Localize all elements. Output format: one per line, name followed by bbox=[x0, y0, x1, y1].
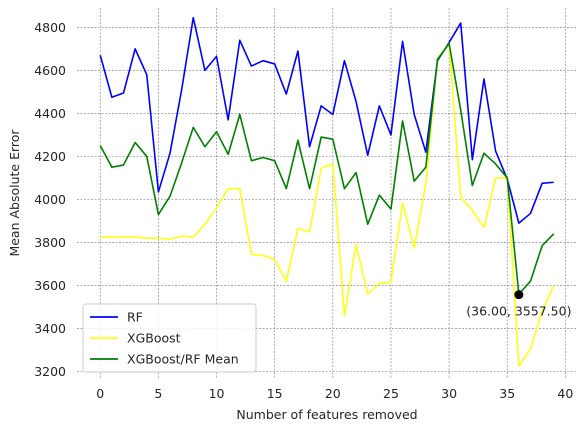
y-tick-label: 3400 bbox=[34, 321, 66, 336]
series-line-0 bbox=[99, 16, 554, 224]
y-tick-label: 4800 bbox=[34, 20, 66, 35]
legend-box bbox=[82, 303, 257, 373]
tick-labels: 0 5 10 15 20 25 30 35 40 3200 3400 3600 3800 4000 4200… bbox=[34, 20, 573, 401]
y-tick-label: 4400 bbox=[34, 106, 66, 121]
y-tick-label: 4200 bbox=[34, 149, 66, 164]
x-tick-label: 20 bbox=[325, 386, 341, 401]
x-tick-label: 30 bbox=[441, 386, 457, 401]
annotation-marker bbox=[514, 290, 524, 300]
x-tick-label: 0 bbox=[96, 386, 104, 401]
y-tick-label: 4000 bbox=[34, 192, 66, 207]
legend: RF XGBoost XGBoost/RF Mean bbox=[82, 303, 257, 373]
annotation: (36.00, 3557.50) bbox=[466, 290, 571, 319]
y-tick-label: 3600 bbox=[34, 278, 66, 293]
y-axis-label: Mean Absolute Error bbox=[7, 129, 22, 257]
y-tick-label: 3800 bbox=[34, 235, 66, 250]
annotation-label: (36.00, 3557.50) bbox=[466, 304, 571, 319]
y-tick-label: 3200 bbox=[34, 364, 66, 379]
y-tick-label: 4600 bbox=[34, 63, 66, 78]
series-line-2 bbox=[99, 42, 555, 295]
x-tick-label: 10 bbox=[209, 386, 225, 401]
x-tick-label: 25 bbox=[383, 386, 399, 401]
grid bbox=[77, 8, 577, 378]
legend-label: XGBoost/RF Mean bbox=[127, 352, 239, 367]
legend-label: RF bbox=[127, 310, 143, 325]
x-tick-label: 35 bbox=[499, 386, 515, 401]
x-tick-label: 40 bbox=[557, 386, 573, 401]
x-tick-label: 15 bbox=[267, 386, 283, 401]
series-line-1 bbox=[100, 42, 555, 367]
legend-label: XGBoost bbox=[127, 331, 181, 346]
series-lines bbox=[99, 16, 555, 367]
x-axis-label: Number of features removed bbox=[236, 407, 417, 422]
x-tick-label: 5 bbox=[154, 386, 162, 401]
